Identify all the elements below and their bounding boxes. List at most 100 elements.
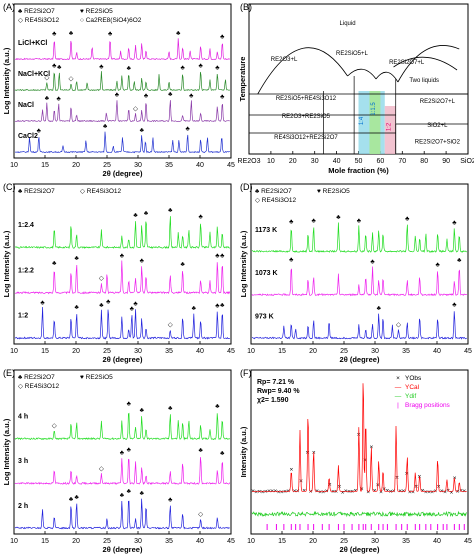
x-tick-label: 30 bbox=[311, 158, 319, 165]
peak-marker: ♣ bbox=[74, 494, 79, 501]
peak-marker: ♣ bbox=[103, 123, 108, 130]
y-axis-label: Log Intensity (a.u.) bbox=[2, 230, 11, 297]
peak-marker: ♣ bbox=[69, 496, 74, 503]
x-tick-label: 45 bbox=[227, 348, 235, 355]
legend-symbol: | bbox=[397, 402, 399, 409]
peak-marker: ♣ bbox=[108, 30, 113, 37]
x-tick-label: 20 bbox=[309, 538, 317, 545]
phase-region-label: RE2Si2O7+SiO2 bbox=[415, 140, 461, 146]
peak-marker: ♣ bbox=[120, 252, 125, 259]
legend-entry: ◇ RE4Si3O12 bbox=[80, 188, 122, 195]
peak-marker: ♣ bbox=[168, 496, 173, 503]
peak-marker: ♣ bbox=[220, 450, 225, 457]
legend-symbol: — bbox=[395, 393, 402, 400]
observed-point: × bbox=[325, 488, 329, 495]
phase-region-label: RE2O3+L bbox=[271, 57, 298, 63]
legend-entry: ♥ RE2SiO5 bbox=[317, 188, 350, 195]
peak-marker: ♣ bbox=[52, 62, 57, 69]
phase-region-label: Two liquids bbox=[409, 78, 439, 84]
observed-point: × bbox=[254, 489, 258, 496]
series-trace bbox=[14, 100, 230, 123]
observed-point: × bbox=[334, 489, 338, 496]
peak-marker: ♣ bbox=[127, 488, 132, 495]
panel-label: (D) bbox=[240, 182, 253, 192]
x-tick-label: 40 bbox=[196, 538, 204, 545]
peak-marker: ♣ bbox=[168, 405, 173, 412]
x-axis-label: 2θ (degree) bbox=[103, 169, 143, 178]
panel-d-xrd-chart: (D) 10 15 20 25 30 35 40 45 2θ (degree) Log Intens… bbox=[239, 182, 472, 364]
observed-point: × bbox=[430, 489, 434, 496]
series-trace bbox=[14, 412, 231, 441]
x-tick-label: 40 bbox=[196, 348, 204, 355]
legend-symbol: — bbox=[395, 384, 402, 391]
x-axis-label: Mole fraction (%) bbox=[328, 166, 389, 175]
peak-marker: ♣ bbox=[311, 217, 316, 224]
series-label: LiCl+KCl bbox=[18, 40, 47, 47]
peak-marker: ♣ bbox=[52, 31, 57, 38]
panel-c-xrd-chart: (C) 10 15 20 25 30 35 40 45 2θ (degree) Log Intens… bbox=[2, 182, 235, 364]
observed-point: × bbox=[258, 489, 262, 496]
ratio-label: 1:1.5 bbox=[371, 102, 377, 116]
plot-frame bbox=[13, 369, 232, 535]
observed-point: × bbox=[280, 489, 284, 496]
peak-marker: ♣ bbox=[140, 490, 145, 497]
peak-marker: ♣ bbox=[357, 217, 362, 224]
peak-marker: ♣ bbox=[168, 207, 173, 214]
ratio-label: 1:4 bbox=[359, 116, 365, 125]
x-tick-label: 10 bbox=[267, 158, 275, 165]
observed-point: × bbox=[427, 489, 431, 496]
x-tick-label: 20 bbox=[289, 158, 297, 165]
peak-marker: ♣ bbox=[289, 219, 294, 226]
peak-marker: ♣ bbox=[435, 262, 440, 269]
series-label: 1:2.4 bbox=[18, 222, 34, 229]
observed-point: × bbox=[350, 489, 354, 496]
x-tick-label: 60 bbox=[377, 158, 385, 165]
peak-marker: ♣ bbox=[457, 257, 462, 264]
peak-marker: ♣ bbox=[52, 260, 57, 267]
observed-point: × bbox=[347, 488, 351, 495]
observed-point: × bbox=[379, 489, 383, 496]
observed-point: × bbox=[274, 488, 278, 495]
x-tick-label: 40 bbox=[333, 158, 341, 165]
x-tick-label: 30 bbox=[371, 348, 379, 355]
observed-point: × bbox=[264, 489, 268, 496]
phase-region-label: RE2O3+RE2SiO5 bbox=[282, 114, 331, 120]
phase-region-label: SiO2+L bbox=[427, 123, 448, 129]
x-tick-label: 25 bbox=[103, 538, 111, 545]
peak-marker: ♣ bbox=[74, 304, 79, 311]
peak-marker: ♣ bbox=[215, 252, 220, 259]
fit-statistic: χ2= 1.590 bbox=[257, 397, 289, 404]
x-tick-label: 15 bbox=[41, 348, 49, 355]
legend-entry: ♥ RE2SiO5 bbox=[80, 8, 113, 15]
fit-statistic: Rp= 7.21 % bbox=[257, 379, 295, 386]
ratio-label: 1:2 bbox=[386, 122, 392, 131]
peak-marker: ♣ bbox=[57, 95, 62, 102]
phase-boundary bbox=[347, 68, 377, 80]
peak-marker: ♣ bbox=[189, 93, 194, 100]
peak-marker: ♣ bbox=[185, 126, 190, 133]
panel-a-xrd-chart: (A) 10 15 20 25 30 35 40 45 2θ (degree) Log Intens… bbox=[2, 2, 235, 178]
x-axis-label: 2θ (degree) bbox=[340, 545, 380, 554]
x-tick-label: 25 bbox=[103, 348, 111, 355]
observed-point: × bbox=[341, 489, 345, 496]
y-axis-label: Log Intensity (a.u.) bbox=[2, 47, 11, 114]
peak-marker: ♣ bbox=[220, 94, 225, 101]
legend-entry: YCal bbox=[405, 384, 420, 391]
peak-marker: ♣ bbox=[336, 214, 341, 221]
peak-marker: ◇ bbox=[198, 511, 204, 518]
observed-point: × bbox=[456, 488, 460, 495]
x-tick-label: 45 bbox=[227, 538, 235, 545]
x-tick-label: 15 bbox=[278, 348, 286, 355]
peak-marker: ♣ bbox=[144, 210, 149, 217]
observed-point: × bbox=[290, 466, 294, 473]
x-tick-label: 70 bbox=[398, 158, 406, 165]
peak-marker: ♣ bbox=[198, 62, 203, 69]
peak-marker: ◇ bbox=[44, 74, 50, 81]
peak-marker: ♣ bbox=[140, 407, 145, 414]
peak-marker: ♣ bbox=[127, 401, 132, 408]
x-axis-label: 2θ (degree) bbox=[103, 355, 143, 364]
x-end-label: SiO2 bbox=[460, 158, 474, 165]
peak-marker: ♣ bbox=[106, 299, 111, 306]
legend-entry: ♥ RE2SiO5 bbox=[80, 374, 113, 381]
legend-entry: ♣ RE2Si2O7 bbox=[255, 188, 292, 195]
